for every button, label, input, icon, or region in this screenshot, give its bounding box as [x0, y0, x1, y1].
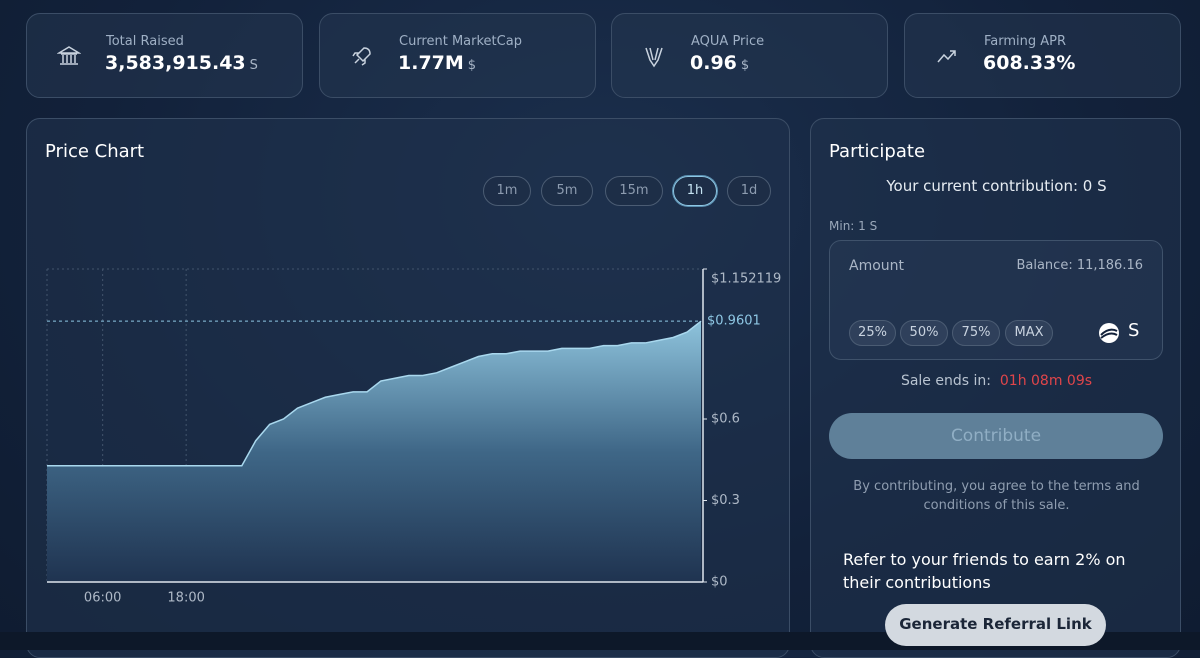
balance: Balance: 11,186.16: [1016, 258, 1143, 273]
referral-button[interactable]: Generate Referral Link: [885, 604, 1106, 646]
stat-unit: $: [467, 58, 477, 73]
contribute-button[interactable]: Contribute: [829, 413, 1163, 459]
interval-button[interactable]: 1h: [673, 176, 717, 206]
interval-button[interactable]: 1d: [727, 176, 771, 206]
y-tick-label: $0: [711, 575, 728, 590]
contribution-text: Your current contribution: 0 S: [886, 177, 1107, 195]
sale-timer: 01h 08m 09s: [999, 373, 1093, 389]
x-tick-label: 18:00: [167, 591, 204, 606]
stat-card: AQUA Price 0.96 $: [611, 13, 888, 98]
min-text: Min: 1 S: [829, 219, 878, 233]
stat-icon: [937, 50, 956, 63]
stat-number: 1.77M: [398, 52, 464, 74]
stat-card: Total Raised 3,583,915.43 S: [26, 13, 303, 98]
token-icon: [1099, 323, 1119, 343]
stat-label: Farming APR: [984, 34, 1067, 49]
participate-panel: Participate Your current contribution: 0…: [810, 118, 1181, 658]
percent-button[interactable]: 25%: [849, 320, 896, 346]
terms-line: conditions of this sale.: [923, 498, 1070, 513]
stat-icon: [352, 47, 371, 66]
sale-ends: Sale ends in: 01h 08m 09s: [811, 373, 1182, 389]
percent-button[interactable]: MAX: [1005, 320, 1053, 346]
amount-label: Amount: [849, 258, 905, 274]
x-tick-label: 06:00: [84, 591, 121, 606]
stat-value: 3,583,915.43 S: [105, 52, 258, 74]
refer-line: their contributions: [843, 573, 991, 592]
stat-icon: [57, 46, 81, 65]
stat-icon: [645, 47, 663, 68]
y-tick-label: $0.6: [711, 411, 740, 426]
terms-line: By contributing, you agree to the terms …: [853, 479, 1140, 494]
chart: $0 $0.3 $0.6 $1.152119 $0.9601 06:00 18:00: [46, 268, 781, 606]
y-tick-label: $0.3: [711, 493, 740, 508]
price-chart-panel: Price Chart 1m 5m 15m 1h 1d $0 $0.3 $0.6 $1.152…: [26, 118, 790, 658]
percent-button[interactable]: 50%: [900, 320, 948, 346]
amount-input[interactable]: Amount Balance: 11,186.16 25% 50% 75% MAX S: [829, 240, 1163, 360]
y-tick-label: $1.152119: [711, 272, 781, 287]
sale-ends-label: Sale ends in:: [900, 373, 991, 389]
chart-title: Price Chart: [45, 141, 145, 162]
stat-number: 3,583,915.43: [105, 52, 246, 74]
stat-label: AQUA Price: [691, 34, 765, 49]
stat-label: Current MarketCap: [399, 34, 522, 49]
stat-card: Farming APR 608.33%: [904, 13, 1181, 98]
stat-unit: $: [740, 58, 750, 73]
percent-button[interactable]: 75%: [952, 320, 1000, 346]
interval-button[interactable]: 5m: [541, 176, 593, 206]
area: [47, 321, 701, 582]
interval-button[interactable]: 15m: [605, 176, 663, 206]
current-price-label: $0.9601: [707, 314, 761, 329]
stat-card: Current MarketCap 1.77M $: [319, 13, 596, 98]
token-symbol: S: [1128, 320, 1140, 341]
line: [47, 320, 702, 467]
stat-number: 608.33%: [983, 52, 1076, 74]
stat-value: 0.96 $: [690, 52, 749, 74]
refer-line: Refer to your friends to earn 2% on: [843, 550, 1126, 569]
participate-title: Participate: [829, 141, 926, 162]
stat-label: Total Raised: [106, 34, 184, 49]
interval-button[interactable]: 1m: [483, 176, 531, 206]
stat-value: 608.33%: [983, 52, 1075, 74]
stat-value: 1.77M $: [398, 52, 476, 74]
stat-number: 0.96: [690, 52, 737, 74]
stat-unit: S: [249, 58, 258, 73]
